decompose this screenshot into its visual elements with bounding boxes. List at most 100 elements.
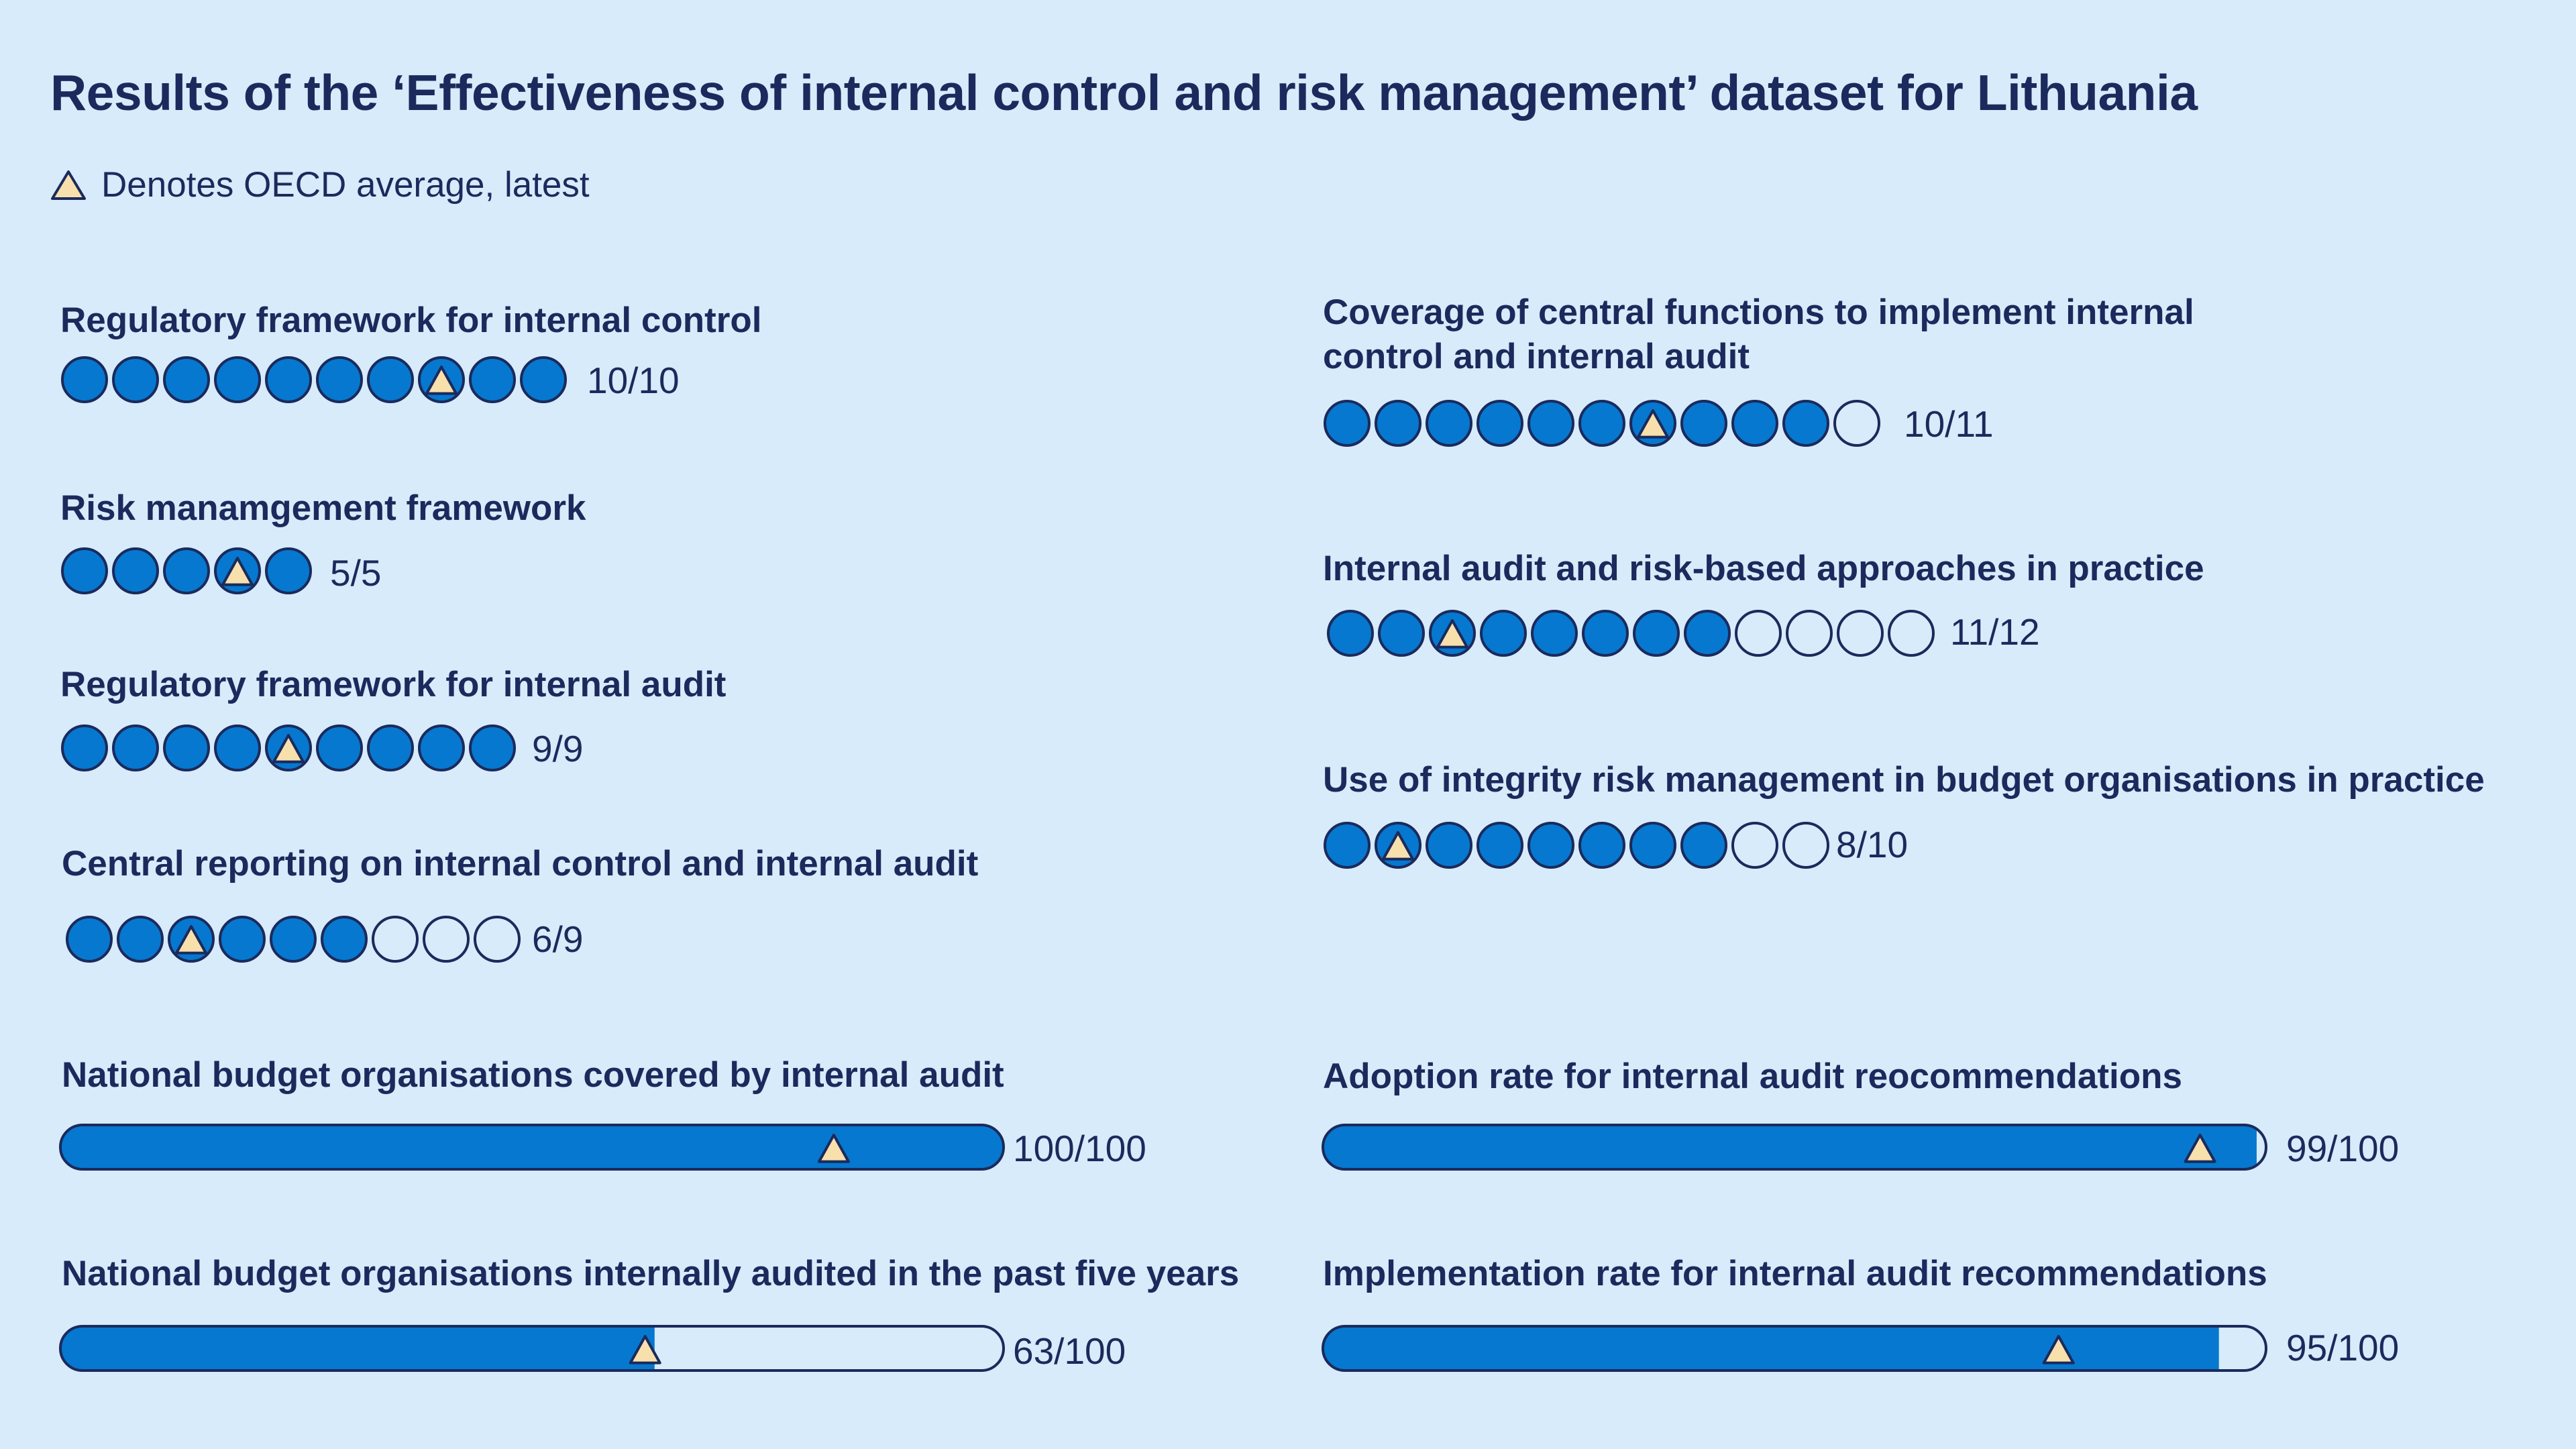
legend: Denotes OECD average, latest <box>50 164 590 205</box>
metric-title-regulatory-internal-control: Regulatory framework for internal contro… <box>60 301 762 340</box>
filled-dot <box>1629 822 1676 869</box>
dot-score-central-reporting <box>66 916 521 963</box>
filled-dot <box>1680 822 1727 869</box>
empty-dot <box>372 916 419 963</box>
metric-title-adoption-rate: Adoption rate for internal audit reocomm… <box>1323 1057 2182 1096</box>
score-organisations-audited: 63/100 <box>1013 1330 1126 1372</box>
filled-dot <box>1680 400 1727 447</box>
filled-dot <box>1527 400 1574 447</box>
filled-dot <box>1378 610 1425 657</box>
metric-title-implementation-rate: Implementation rate for internal audit r… <box>1323 1254 2267 1293</box>
metric-title-organisations-audited: National budget organisations internally… <box>62 1254 1240 1293</box>
filled-dot <box>1578 822 1625 869</box>
filled-dot <box>61 356 108 403</box>
bar-organisations-audited <box>59 1325 1005 1372</box>
triangle-icon <box>51 170 86 200</box>
empty-dot <box>1888 610 1935 657</box>
filled-dot <box>1477 822 1523 869</box>
score-adoption-rate: 99/100 <box>2286 1128 2400 1169</box>
score-central-reporting: 6/9 <box>532 918 584 960</box>
filled-dot <box>112 547 159 594</box>
filled-dot <box>163 356 210 403</box>
filled-dot <box>117 916 164 963</box>
bar-outline <box>59 1325 1005 1372</box>
empty-dot <box>1782 822 1829 869</box>
filled-dot <box>163 724 210 771</box>
metric-title-risk-management-framework: Risk manamgement framework <box>60 488 586 528</box>
score-risk-management-framework: 5/5 <box>330 552 382 594</box>
filled-dot <box>367 356 414 403</box>
filled-dot <box>316 724 363 771</box>
filled-dot <box>1480 610 1527 657</box>
filled-dot <box>469 356 516 403</box>
filled-dot <box>1782 400 1829 447</box>
score-regulatory-internal-control: 10/10 <box>587 360 680 401</box>
oecd-average-marker <box>425 366 458 395</box>
filled-dot <box>520 356 567 403</box>
filled-dot <box>112 356 159 403</box>
filled-dot <box>1582 610 1629 657</box>
oecd-average-marker <box>2184 1134 2216 1163</box>
score-implementation-rate: 95/100 <box>2286 1327 2400 1368</box>
bar-outline <box>1322 1124 2267 1171</box>
filled-dot <box>418 724 465 771</box>
legend-text: Denotes OECD average, latest <box>101 165 590 205</box>
metric-title-regulatory-internal-audit: Regulatory framework for internal audit <box>60 665 727 704</box>
metric-title-risk-based-approaches: Internal audit and risk-based approaches… <box>1323 549 2204 588</box>
filled-dot <box>1578 400 1625 447</box>
oecd-average-marker <box>221 557 254 586</box>
bar-adoption-rate <box>1322 1124 2267 1171</box>
empty-dot <box>1786 610 1833 657</box>
metric-title-coverage-central-functions: Coverage of central functions to impleme… <box>1323 292 2194 376</box>
bar-fill <box>1323 1326 2219 1371</box>
filled-dot <box>1426 400 1472 447</box>
oecd-average-marker <box>272 734 305 763</box>
filled-dot <box>1324 400 1371 447</box>
bar-organisations-covered <box>59 1124 1005 1171</box>
oecd-average-marker <box>1436 619 1468 649</box>
bar-outline <box>1322 1325 2267 1372</box>
filled-dot <box>1684 610 1731 657</box>
filled-dot <box>66 916 113 963</box>
score-integrity-risk-management: 8/10 <box>1836 824 1909 865</box>
filled-dot <box>219 916 266 963</box>
metric-title-integrity-risk-management: Use of integrity risk management in budg… <box>1323 760 2485 800</box>
bar-fill <box>1323 1125 2257 1169</box>
filled-dot <box>61 724 108 771</box>
filled-dot <box>1731 400 1778 447</box>
filled-dot <box>214 724 261 771</box>
filled-dot <box>265 356 312 403</box>
metric-title-central-reporting: Central reporting on internal control an… <box>62 844 979 883</box>
score-coverage-central-functions: 10/11 <box>1904 403 1994 445</box>
score-risk-based-approaches: 11/12 <box>1950 611 2040 653</box>
filled-dot <box>265 547 312 594</box>
dot-score-integrity-risk-management <box>1324 822 1829 869</box>
filled-dot <box>1324 822 1371 869</box>
bar-fill <box>60 1326 655 1371</box>
score-organisations-covered: 100/100 <box>1013 1128 1146 1169</box>
filled-dot <box>316 356 363 403</box>
filled-dot <box>1633 610 1680 657</box>
filled-dot <box>61 547 108 594</box>
filled-dot <box>367 724 414 771</box>
filled-dot <box>214 356 261 403</box>
oecd-average-marker <box>817 1134 850 1163</box>
empty-dot <box>1833 400 1880 447</box>
dot-score-risk-management-framework <box>61 547 312 594</box>
empty-dot <box>423 916 470 963</box>
empty-dot <box>1731 822 1778 869</box>
oecd-average-marker <box>629 1335 661 1364</box>
empty-dot <box>1735 610 1782 657</box>
filled-dot <box>112 724 159 771</box>
bar-outline <box>59 1124 1005 1171</box>
filled-dot <box>321 916 368 963</box>
filled-dot <box>1531 610 1578 657</box>
filled-dot <box>1527 822 1574 869</box>
filled-dot <box>1477 400 1523 447</box>
bar-fill <box>60 1125 1004 1169</box>
bar-implementation-rate <box>1322 1325 2267 1372</box>
metric-title-organisations-covered: National budget organisations covered by… <box>62 1055 1004 1095</box>
empty-dot <box>1837 610 1884 657</box>
chart-title: Results of the ‘Effectiveness of interna… <box>50 64 2198 121</box>
score-regulatory-internal-audit: 9/9 <box>532 728 584 769</box>
